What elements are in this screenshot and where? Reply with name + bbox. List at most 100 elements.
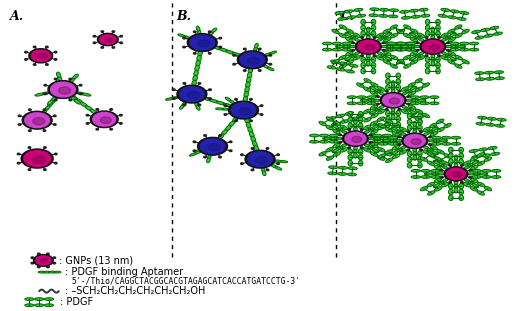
Ellipse shape — [361, 37, 363, 38]
Ellipse shape — [197, 55, 201, 62]
Ellipse shape — [469, 169, 472, 171]
Ellipse shape — [387, 42, 396, 45]
Ellipse shape — [378, 154, 386, 158]
Ellipse shape — [491, 176, 501, 179]
Ellipse shape — [31, 50, 50, 62]
Ellipse shape — [250, 132, 254, 138]
Ellipse shape — [90, 111, 118, 128]
Ellipse shape — [438, 37, 440, 38]
Ellipse shape — [43, 130, 46, 132]
Ellipse shape — [463, 183, 471, 187]
Ellipse shape — [450, 42, 459, 45]
Ellipse shape — [183, 83, 186, 84]
Ellipse shape — [356, 39, 381, 54]
Ellipse shape — [381, 54, 387, 58]
Ellipse shape — [371, 83, 378, 87]
Ellipse shape — [339, 142, 342, 143]
Ellipse shape — [323, 137, 331, 140]
Ellipse shape — [267, 67, 274, 71]
Ellipse shape — [418, 119, 422, 125]
Ellipse shape — [326, 117, 334, 121]
Ellipse shape — [425, 37, 428, 38]
Ellipse shape — [371, 31, 376, 36]
Ellipse shape — [436, 63, 440, 68]
Ellipse shape — [415, 79, 422, 83]
Ellipse shape — [371, 114, 378, 118]
Ellipse shape — [243, 70, 246, 71]
Ellipse shape — [457, 17, 466, 20]
Ellipse shape — [467, 173, 476, 175]
Ellipse shape — [258, 70, 261, 71]
Ellipse shape — [183, 36, 190, 39]
Ellipse shape — [208, 144, 220, 151]
Ellipse shape — [274, 160, 282, 162]
Ellipse shape — [46, 46, 48, 48]
Ellipse shape — [440, 177, 443, 178]
Ellipse shape — [395, 48, 405, 51]
Ellipse shape — [450, 57, 456, 61]
Ellipse shape — [488, 146, 497, 150]
Ellipse shape — [495, 77, 504, 80]
Ellipse shape — [378, 87, 385, 91]
Ellipse shape — [444, 123, 451, 128]
Ellipse shape — [479, 173, 488, 175]
Ellipse shape — [436, 68, 440, 74]
Ellipse shape — [266, 148, 269, 149]
Ellipse shape — [454, 155, 458, 160]
Ellipse shape — [376, 33, 384, 37]
Ellipse shape — [415, 109, 423, 114]
Ellipse shape — [436, 19, 440, 25]
Ellipse shape — [245, 150, 275, 168]
Ellipse shape — [192, 80, 197, 86]
Ellipse shape — [396, 148, 402, 152]
Ellipse shape — [379, 142, 388, 145]
Ellipse shape — [31, 262, 34, 264]
Ellipse shape — [398, 136, 401, 138]
Ellipse shape — [399, 150, 407, 154]
Ellipse shape — [44, 169, 46, 170]
Ellipse shape — [345, 132, 366, 145]
Ellipse shape — [204, 156, 206, 158]
Ellipse shape — [381, 45, 389, 48]
Ellipse shape — [454, 159, 458, 164]
Ellipse shape — [385, 91, 388, 92]
Ellipse shape — [80, 102, 87, 107]
Ellipse shape — [44, 298, 54, 300]
Ellipse shape — [370, 105, 378, 109]
Ellipse shape — [24, 151, 50, 166]
Ellipse shape — [373, 37, 376, 38]
Ellipse shape — [407, 157, 412, 162]
Ellipse shape — [411, 176, 421, 179]
Ellipse shape — [376, 56, 384, 60]
Ellipse shape — [348, 155, 353, 160]
Ellipse shape — [472, 156, 481, 158]
Ellipse shape — [43, 109, 46, 110]
Ellipse shape — [235, 120, 237, 122]
Ellipse shape — [396, 122, 400, 128]
Ellipse shape — [430, 154, 437, 158]
Ellipse shape — [193, 150, 196, 151]
Ellipse shape — [348, 160, 353, 166]
Ellipse shape — [73, 74, 79, 79]
Ellipse shape — [348, 123, 353, 128]
Ellipse shape — [472, 183, 479, 188]
Ellipse shape — [35, 304, 44, 307]
Ellipse shape — [401, 105, 408, 109]
Ellipse shape — [427, 153, 435, 157]
Ellipse shape — [406, 89, 412, 93]
Ellipse shape — [367, 34, 370, 39]
Ellipse shape — [388, 140, 397, 142]
Ellipse shape — [380, 137, 388, 140]
Ellipse shape — [212, 28, 217, 32]
Ellipse shape — [423, 127, 430, 132]
Ellipse shape — [336, 146, 343, 150]
Ellipse shape — [430, 132, 437, 136]
Ellipse shape — [454, 180, 458, 186]
Ellipse shape — [339, 25, 346, 29]
Ellipse shape — [389, 9, 399, 12]
Ellipse shape — [177, 85, 207, 103]
Ellipse shape — [55, 162, 57, 164]
Ellipse shape — [347, 96, 357, 99]
Ellipse shape — [386, 45, 395, 48]
Ellipse shape — [98, 33, 118, 46]
